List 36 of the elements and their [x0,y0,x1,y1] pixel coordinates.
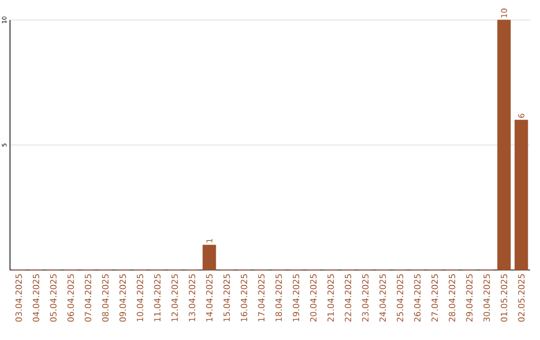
x-tick-label: 20.04.2025 [310,274,317,322]
x-tick-label: 27.04.2025 [431,274,438,322]
data-label: 10 [500,8,508,18]
x-tick-label: 06.04.2025 [67,274,74,322]
x-tick-label: 18.04.2025 [275,274,282,322]
x-tick-label: 12.04.2025 [171,274,178,322]
x-tick-label: 14.04.2025 [206,274,213,322]
x-tick-label: 21.04.2025 [327,274,334,322]
x-tick-label: 09.04.2025 [119,274,126,322]
x-tick-label: 24.04.2025 [379,274,386,322]
x-tick-label: 07.04.2025 [84,274,92,322]
x-tick-label: 05.04.2025 [50,274,57,322]
x-tick-label: 22.04.2025 [344,274,352,322]
x-tick-label: 29.04.2025 [466,274,473,322]
x-tick-label: 10.04.2025 [136,274,144,322]
x-tick-label: 23.04.2025 [362,274,369,322]
x-tick-label: 30.04.2025 [483,274,490,322]
bar [514,120,528,270]
bar [202,244,216,270]
data-label: 6 [518,114,524,118]
data-label: 1 [206,238,212,242]
x-tick-label: 01.05.2025 [500,274,508,322]
x-tick-label: 26.04.2025 [414,274,421,322]
x-tick-label: 11.04.2025 [154,274,161,322]
x-tick-label: 02.05.2025 [518,274,525,322]
x-tick-label: 15.04.2025 [223,274,230,322]
x-tick-label: 16.04.2025 [240,274,248,322]
x-tick-label: 04.04.2025 [32,274,40,322]
bar [497,20,511,270]
x-tick-label: 17.04.2025 [258,274,265,322]
x-tick-label: 13.04.2025 [188,274,196,322]
x-tick-label: 19.04.2025 [292,274,300,322]
x-tick-label: 03.04.2025 [15,274,22,322]
x-tick-label: 28.04.2025 [448,274,456,322]
x-tick-label: 08.04.2025 [102,274,109,322]
x-tick-label: 25.04.2025 [396,274,404,322]
